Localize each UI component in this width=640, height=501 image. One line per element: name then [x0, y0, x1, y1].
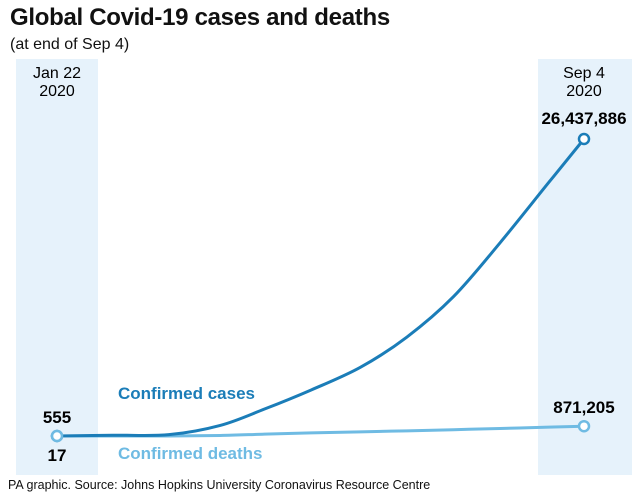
series-label-confirmed-deaths: Confirmed deaths: [118, 444, 263, 463]
end-date-label-month: Sep 4: [563, 65, 605, 82]
data-label-confirmed-deaths-start: 17: [48, 446, 67, 465]
start-date-label-year: 2020: [39, 83, 75, 100]
source-note: PA graphic. Source: Johns Hopkins Univer…: [8, 478, 431, 492]
end-date-band: [538, 59, 632, 475]
series-line-confirmed-cases: [55, 137, 586, 438]
chart-title: Global Covid-19 cases and deaths: [10, 4, 390, 31]
point-confirmed-deaths-start: [50, 429, 64, 443]
point-confirmed-cases-end: [577, 132, 591, 146]
point-confirmed-deaths-end: [577, 419, 591, 433]
data-label-confirmed-cases-end: 26,437,886: [541, 109, 626, 128]
start-date-label-month: Jan 22: [33, 65, 81, 82]
end-date-label-year: 2020: [566, 83, 602, 100]
start-date-band: [16, 59, 98, 475]
data-label-confirmed-cases-start: 555: [43, 408, 71, 427]
series-label-confirmed-cases: Confirmed cases: [118, 384, 255, 403]
data-label-confirmed-deaths-end: 871,205: [553, 398, 614, 417]
chart-subtitle: (at end of Sep 4): [10, 36, 130, 53]
